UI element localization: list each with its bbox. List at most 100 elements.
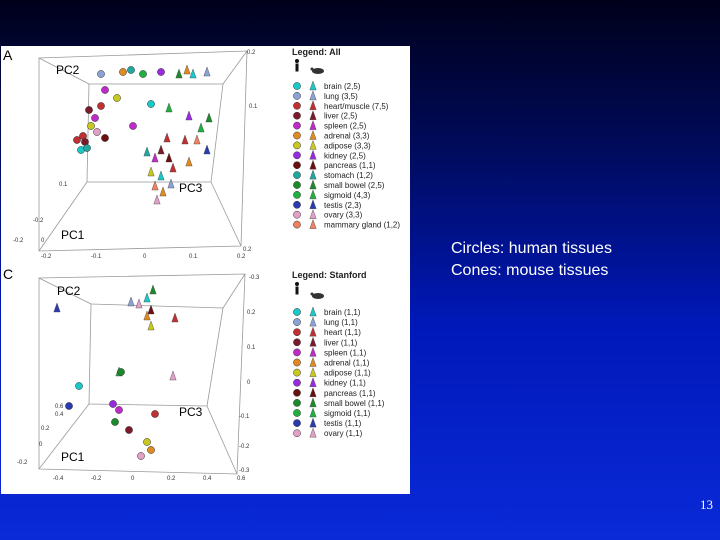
tick-label: 0.6 <box>55 404 64 410</box>
legend-human-marker <box>293 399 301 407</box>
mouse-point <box>151 180 159 191</box>
human-point <box>139 70 147 78</box>
legend-mouse-marker <box>309 90 317 101</box>
legend-label: sigmoid (1,1) <box>324 409 371 418</box>
legend-mouse-marker <box>309 100 317 110</box>
human-point <box>143 438 151 446</box>
human-point <box>113 94 121 102</box>
legend-label: adipose (3,3) <box>324 141 371 150</box>
legend-label: pancreas (1,1) <box>324 389 376 398</box>
human-point <box>101 86 109 94</box>
legend-human-marker <box>293 151 301 160</box>
panel-a-letter: A <box>3 47 13 63</box>
legend-human-marker <box>293 388 301 397</box>
panel-c-legend-title: Legend: Stanford <box>292 270 367 280</box>
mouse-point <box>143 146 151 157</box>
legend-label: small bowel (2,5) <box>324 181 385 190</box>
legend-mouse-marker <box>309 129 317 140</box>
tick-label: -0.2 <box>41 254 52 260</box>
mouse-point <box>165 152 173 163</box>
tick-label: -0.2 <box>239 444 250 450</box>
legend-label: heart/muscle (7,5) <box>324 102 389 111</box>
mouse-point <box>169 162 177 173</box>
tick-label: -0.4 <box>53 476 64 482</box>
legend-mouse-marker <box>309 139 317 150</box>
human-point <box>101 134 109 142</box>
mouse-point <box>181 134 189 145</box>
legend-human-marker <box>293 131 301 140</box>
legend-human-marker <box>293 181 301 189</box>
mouse-point <box>183 64 191 75</box>
legend-label: brain (2,5) <box>324 82 361 91</box>
tick-label: -0.2 <box>91 476 102 482</box>
legend-label: adrenal (1,1) <box>324 359 370 368</box>
legend-label: stomach (1,2) <box>324 171 373 180</box>
mouse-point <box>159 186 167 197</box>
legend-mouse-marker <box>309 169 317 180</box>
tick-label: 0 <box>131 476 135 482</box>
legend-label: kidney (1,1) <box>324 379 366 388</box>
legend-human-marker <box>293 171 301 179</box>
mouse-point <box>53 302 61 313</box>
mouse-point <box>157 144 165 155</box>
legend-human-marker <box>293 200 301 209</box>
legend-mouse-marker <box>309 387 317 397</box>
tick-label: 0.1 <box>249 104 258 110</box>
caption-cones: Cones: mouse tissues <box>451 262 609 279</box>
mouse-point <box>205 112 213 123</box>
tick-label: 0.2 <box>167 476 176 482</box>
legend-human-marker <box>293 161 301 170</box>
mouse-point <box>135 298 143 309</box>
human-point <box>129 122 137 130</box>
panel-a-pc2-label: PC2 <box>56 63 80 77</box>
legend-human-marker <box>293 308 301 316</box>
panel-c-pc3-label: PC3 <box>179 405 203 419</box>
mouse-point <box>185 110 193 121</box>
legend-human-marker <box>293 101 301 110</box>
human-point <box>111 418 119 426</box>
tick-label: -0.1 <box>239 414 250 420</box>
mouse-point <box>165 102 173 113</box>
tick-label: 0.4 <box>55 412 64 418</box>
mouse-point <box>143 310 151 321</box>
human-point <box>85 106 93 114</box>
human-point <box>147 100 155 108</box>
mouse-point <box>203 66 211 77</box>
panel-c-pc1-label: PC1 <box>61 450 85 464</box>
pca-figure: A PC2 PC1 PC3 -0.2 -0.1 0 0.1 0.2 -0.2 0 0.1 0.2… <box>1 46 410 494</box>
legend-mouse-marker <box>309 120 317 130</box>
tick-label: 0 <box>143 254 147 260</box>
human-point <box>87 122 95 130</box>
mouse-point <box>147 320 155 331</box>
legend-label: ovary (1,1) <box>324 429 363 438</box>
legend-mouse-marker <box>309 407 317 418</box>
legend-label: testis (2,3) <box>324 201 362 210</box>
legend-human-marker <box>293 141 301 150</box>
legend-human-marker <box>293 210 301 219</box>
legend-mouse-marker <box>309 110 317 120</box>
panel-c-letter: C <box>3 266 13 282</box>
human-point <box>83 144 91 152</box>
legend-human-marker <box>293 419 301 427</box>
legend-human-marker <box>293 92 301 100</box>
legend-label: brain (1,1) <box>324 308 361 317</box>
mouse-point <box>203 144 211 155</box>
tick-label: -0.3 <box>239 468 250 474</box>
human-icon <box>295 282 299 295</box>
legend-mouse-marker <box>309 209 317 219</box>
human-point <box>119 68 127 76</box>
legend-label: ovary (3,3) <box>324 211 363 220</box>
legend-human-marker <box>293 338 301 347</box>
slide-number: 13 <box>700 497 713 512</box>
human-point <box>97 102 105 110</box>
human-point <box>137 452 145 460</box>
legend-label: liver (2,5) <box>324 112 358 121</box>
legend-mouse-marker <box>309 80 317 91</box>
legend-label: pancreas (1,1) <box>324 161 376 170</box>
legend-label: adipose (1,1) <box>324 369 371 378</box>
human-point <box>97 70 105 78</box>
legend-label: kidney (2,5) <box>324 151 366 160</box>
mouse-point <box>169 370 177 381</box>
panel-c: C PC2 PC1 PC3 -0.4 -0.2 0 0.2 0.4 0.6 -0.2 0 0.2… <box>3 266 385 482</box>
panel-a: A PC2 PC1 PC3 -0.2 -0.1 0 0.1 0.2 -0.2 0 0.1 0.2… <box>3 47 400 260</box>
